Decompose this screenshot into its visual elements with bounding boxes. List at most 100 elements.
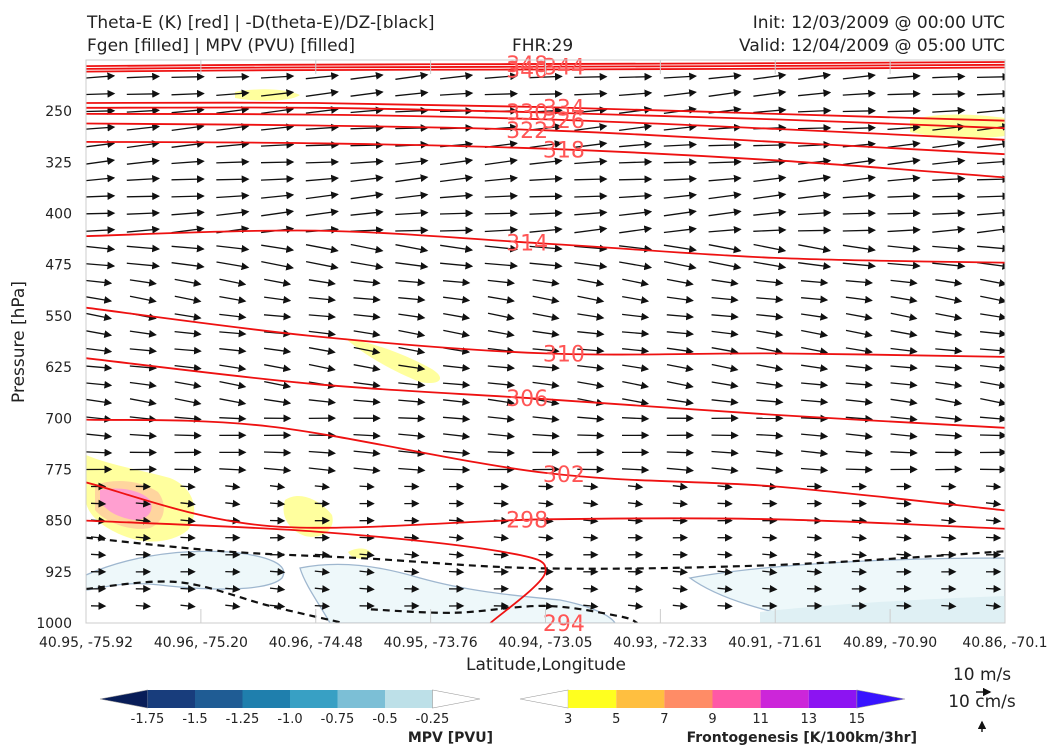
wind-vector	[935, 295, 963, 304]
wind-vector	[980, 381, 1005, 390]
wind-vector	[672, 482, 688, 491]
wind-vector	[86, 278, 113, 287]
wind-vector	[845, 312, 873, 321]
wind-vector	[887, 226, 921, 234]
wind-vector	[711, 347, 739, 355]
y-tick-label: 550	[45, 309, 72, 325]
wind-vector	[756, 364, 784, 373]
theta-e-label-344: 344	[543, 56, 585, 81]
wind-vector	[672, 499, 688, 508]
wind-vector	[717, 585, 733, 593]
wind-vector	[842, 191, 876, 200]
wind-vector	[663, 89, 697, 97]
wind-vector	[896, 533, 912, 542]
wind-vector	[487, 312, 515, 322]
colorbar-tick-label: 9	[708, 712, 716, 727]
wind-vector	[753, 88, 787, 97]
wind-vector	[574, 261, 608, 270]
wind-vector	[932, 209, 966, 218]
wind-vector	[711, 278, 739, 287]
x-tick-label: 40.96, -75.20	[154, 635, 248, 651]
wind-vector	[219, 346, 247, 355]
wind-vector	[985, 533, 1002, 542]
wind-vector	[842, 244, 876, 253]
wind-vector	[135, 499, 151, 508]
wind-vector	[269, 567, 286, 576]
wind-vector	[529, 90, 563, 98]
wind-vector	[90, 550, 107, 559]
wind-vector	[263, 448, 292, 457]
wind-vector	[225, 499, 241, 508]
wind-vector	[842, 89, 876, 98]
wind-vector	[985, 602, 1002, 610]
wind-vector	[708, 88, 742, 97]
wind-vector	[717, 499, 733, 508]
wind-vector	[756, 381, 784, 389]
wind-vector	[314, 482, 330, 491]
wind-vector	[263, 312, 292, 321]
theta-e-label-348: 348	[506, 53, 548, 78]
wind-vector	[619, 225, 653, 234]
wind-vector	[980, 313, 1005, 321]
wind-vector	[806, 533, 823, 542]
dthetae-dz-contour	[86, 536, 1005, 570]
wind-vector	[171, 208, 205, 217]
wind-vector	[350, 88, 384, 97]
wind-vector	[666, 347, 694, 355]
wind-vector	[86, 312, 112, 322]
wind-vector	[174, 363, 202, 372]
wind-vector	[264, 295, 292, 304]
wind-vector	[979, 414, 1005, 423]
wind-vector	[442, 465, 471, 474]
wind-vector	[126, 90, 160, 98]
wind-vector	[887, 140, 921, 148]
wind-vector	[305, 106, 339, 114]
wind-vector	[845, 347, 873, 355]
wind-vector	[753, 106, 787, 115]
colorbar-title: MPV [PVU]	[408, 730, 493, 746]
wind-vector	[935, 363, 963, 372]
wind-vector	[932, 106, 966, 115]
wind-vector	[574, 106, 608, 115]
y-axis-ticks: 250 325 400 475 550 625 700 775 850 925 1000	[36, 104, 72, 632]
wind-vector	[753, 191, 787, 200]
wind-vector	[359, 533, 375, 542]
wind-vector	[180, 482, 196, 491]
wind-vector	[484, 244, 518, 253]
wind-vector	[171, 89, 205, 98]
wind-vector	[484, 192, 518, 200]
wind-vector	[800, 397, 829, 406]
wind-vector	[890, 380, 918, 389]
wind-vector	[622, 346, 650, 355]
wind-vector	[979, 431, 1005, 440]
wind-vector	[86, 89, 116, 98]
wind-vector	[305, 123, 339, 132]
y-tick-label: 850	[45, 514, 72, 530]
wind-vector	[890, 278, 918, 287]
wind-vector	[350, 191, 384, 200]
wind-vector	[887, 192, 921, 201]
wind-vector	[261, 208, 295, 217]
wind-vector	[216, 89, 250, 98]
wind-vector	[398, 449, 426, 457]
wind-vector	[353, 346, 381, 356]
wind-vector	[126, 106, 160, 115]
forecast-hour: FHR:29	[512, 36, 574, 56]
colorbar-tick-label: -0.5	[372, 712, 397, 727]
wind-vector	[798, 174, 832, 183]
wind-vector	[985, 516, 1002, 525]
theta-e-label-294: 294	[543, 612, 585, 637]
wind-vector	[574, 89, 608, 98]
theta-e-label-318: 318	[543, 139, 585, 164]
x-axis-label: Latitude,Longitude	[466, 655, 626, 675]
colorbar-segment	[432, 689, 481, 709]
wind-vector	[979, 346, 1005, 355]
wind-vector	[529, 174, 563, 183]
colorbar-tick-label: -0.75	[321, 712, 355, 727]
wind-vector	[845, 414, 873, 423]
wind-vector	[797, 106, 832, 115]
theta-e-contour-340	[86, 66, 1005, 73]
wind-vector	[314, 550, 330, 559]
wind-vector	[977, 208, 1005, 217]
